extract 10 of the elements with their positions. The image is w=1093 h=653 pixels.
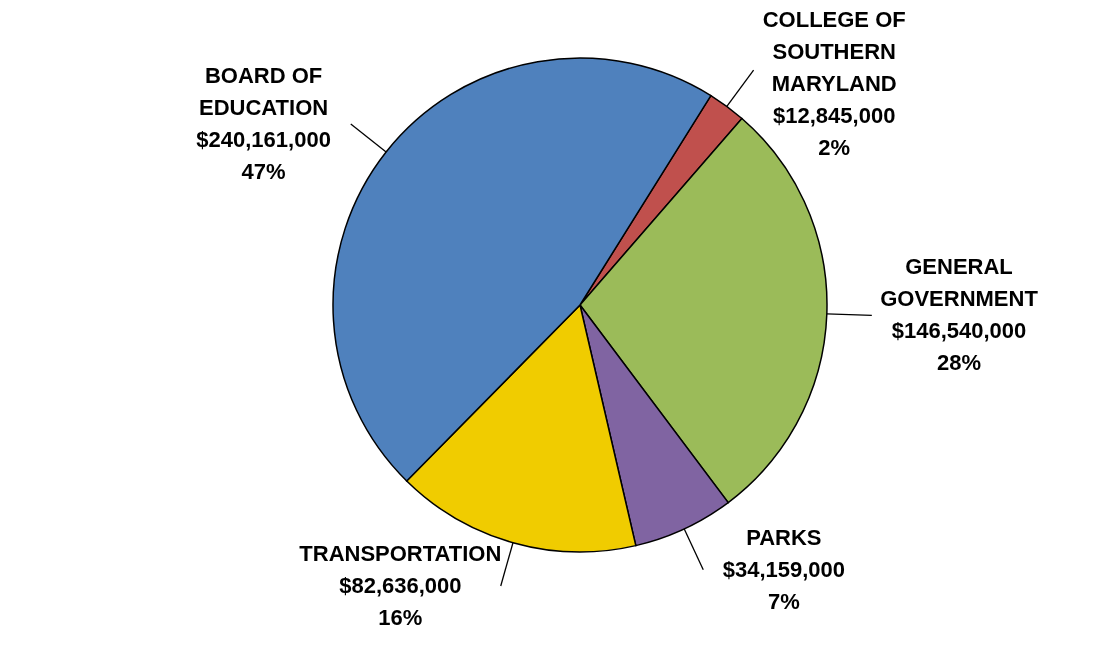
slice-label: TRANSPORTATION — [299, 541, 502, 567]
slice-label: PARKS — [746, 524, 822, 550]
data-label: $146,540,000 28% — [891, 318, 1027, 376]
slice-label: COLLEGE OF SOUTHERN MARYLAND — [762, 7, 906, 96]
data-label: $82,636,000 16% — [339, 573, 462, 631]
slice-label: BOARD OF EDUCATION — [199, 63, 329, 121]
data-label: $34,159,000 7% — [722, 556, 846, 614]
slice-label: GENERAL GOVERNMENT — [880, 254, 1039, 312]
data-label: $12,845,000 2% — [773, 103, 896, 160]
data-label: $240,161,000 47% — [196, 127, 331, 185]
